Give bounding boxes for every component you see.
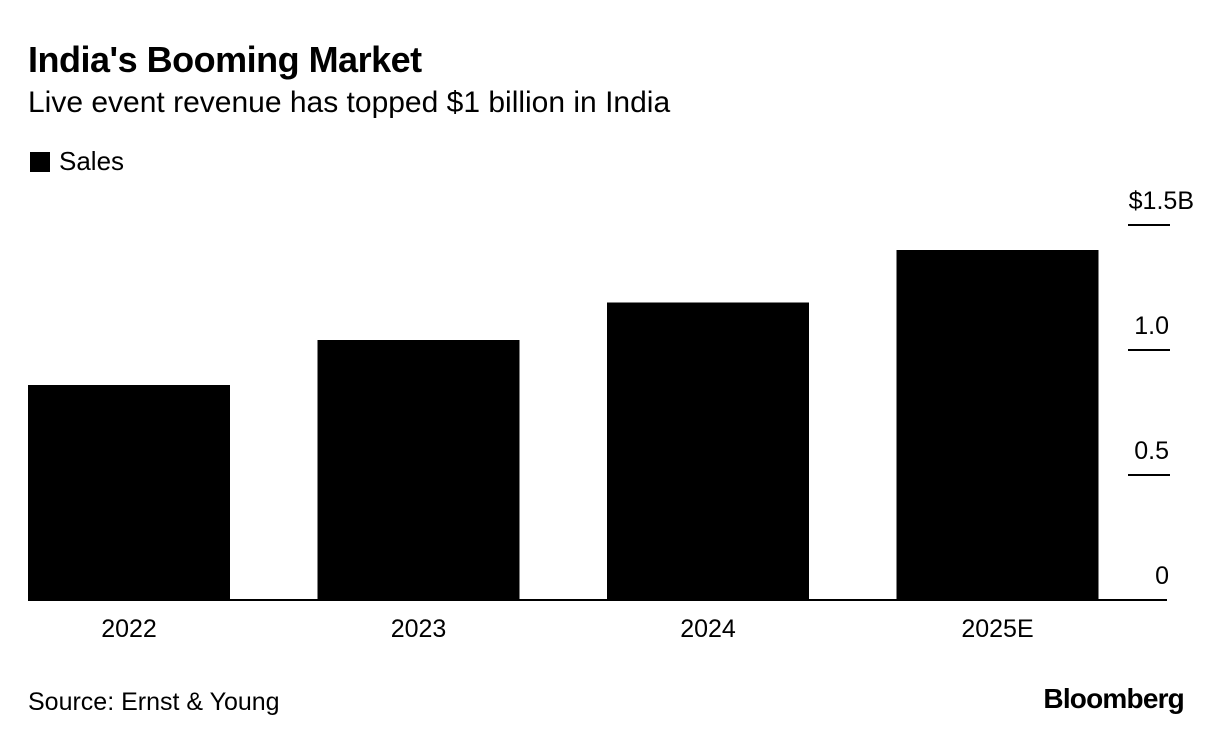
- x-tick-label: 2024: [680, 615, 736, 643]
- x-tick-label: 2025E: [961, 615, 1033, 643]
- y-tick-label: 0.5: [1134, 437, 1169, 465]
- chart-subtitle: Live event revenue has topped $1 billion…: [28, 86, 671, 119]
- y-tick-label: 0: [1155, 562, 1169, 590]
- legend-label-sales: Sales: [59, 146, 125, 176]
- y-tick-label: 1.0: [1134, 312, 1169, 340]
- legend-swatch-sales: [30, 151, 50, 172]
- source-note: Source: Ernst & Young: [28, 688, 280, 716]
- y-tick-label: $1.5B: [1129, 187, 1194, 215]
- bar-2023: [317, 340, 520, 600]
- bar-2024: [607, 302, 809, 600]
- legend: Sales: [30, 146, 124, 177]
- chart-title: India's Booming Market: [28, 39, 422, 80]
- x-tick-label: 2022: [101, 615, 157, 643]
- x-tick-label: 2023: [391, 615, 447, 643]
- bar-2022: [28, 385, 230, 600]
- bar-2025e: [896, 250, 1099, 600]
- bloomberg-logo: Bloomberg: [1043, 683, 1184, 714]
